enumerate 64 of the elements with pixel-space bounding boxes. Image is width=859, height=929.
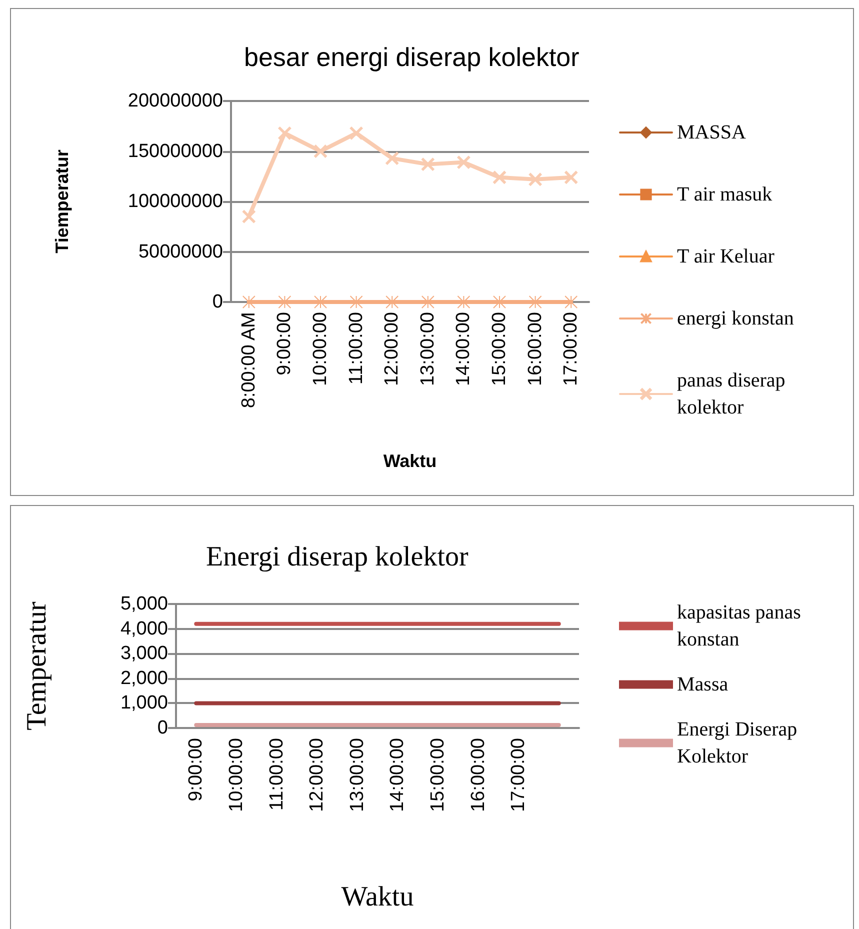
legend-label: panas diserap kolektor xyxy=(677,370,790,418)
legend-label: Massa xyxy=(677,674,728,696)
point xyxy=(457,156,470,169)
legend-label: Energi Diserap Kolektor xyxy=(677,718,802,768)
x-tick-label: 16:00:00 xyxy=(468,738,489,812)
point xyxy=(314,144,327,158)
y-tick-label: 100000000 xyxy=(128,191,223,212)
legend-label: T air Keluar xyxy=(677,246,775,268)
x-tick-label: 9:00:00 xyxy=(274,312,296,376)
y-tick-label: 0 xyxy=(212,292,223,312)
y-axis-title: Tiemperatur xyxy=(52,150,72,254)
point xyxy=(278,126,292,140)
x-tick-label: 11:00:00 xyxy=(266,738,288,811)
x-tick-label: 15:00:00 xyxy=(489,312,510,386)
y-tick-label: 150000000 xyxy=(128,140,223,162)
y-tick-label: 5,000 xyxy=(120,594,168,614)
y-tick-label: 3,000 xyxy=(120,643,168,664)
y-tick-label: 200000000 xyxy=(128,90,223,112)
y-tick-label: 2,000 xyxy=(120,668,168,689)
point xyxy=(242,210,256,224)
y-tick-label: 50000000 xyxy=(138,241,223,262)
chart-title: Energi diserap kolektor xyxy=(206,542,469,572)
x-tick-label: 8:00:00 AM xyxy=(238,312,260,408)
legend-label: T air masuk xyxy=(677,184,772,206)
point xyxy=(528,296,542,308)
point xyxy=(457,296,470,308)
point xyxy=(564,170,578,184)
point xyxy=(386,296,399,308)
legend-label: energi konstan xyxy=(677,308,794,330)
legend-label: kapasitas panas konstan xyxy=(677,602,806,650)
x-tick-label: 14:00:00 xyxy=(453,312,474,386)
x-tick-label: 17:00:00 xyxy=(508,738,530,812)
x-axis-title: Waktu xyxy=(383,451,437,471)
point xyxy=(493,170,506,184)
x-tick-label: 10:00:00 xyxy=(226,738,247,812)
y-tick-label: 1,000 xyxy=(120,692,168,714)
x-tick-label: 13:00:00 xyxy=(346,738,368,812)
point xyxy=(421,158,434,171)
y-axis-title: Temperatur xyxy=(22,601,52,730)
x-tick-label: 9:00:00 xyxy=(186,738,207,802)
x-tick-label: 10:00:00 xyxy=(310,312,331,386)
x-tick-label: 17:00:00 xyxy=(560,312,582,386)
point xyxy=(421,296,434,308)
point xyxy=(386,152,399,165)
legend-label: MASSA xyxy=(677,122,746,144)
x-tick-label: 12:00:00 xyxy=(382,312,403,386)
y-tick-label: 4,000 xyxy=(120,618,168,640)
y-tick-label: 0 xyxy=(157,718,168,738)
point xyxy=(564,296,578,308)
x-tick-label: 13:00:00 xyxy=(417,312,438,386)
x-tick-label: 14:00:00 xyxy=(387,738,408,812)
x-tick-label: 12:00:00 xyxy=(306,738,328,812)
point xyxy=(278,296,292,308)
chart-title: besar energi diserap kolektor xyxy=(244,42,580,72)
x-tick-label: 15:00:00 xyxy=(427,738,448,812)
point xyxy=(528,172,542,186)
point xyxy=(242,296,256,308)
point xyxy=(350,296,363,308)
point xyxy=(350,126,363,140)
x-tick-label: 11:00:00 xyxy=(346,312,367,385)
x-tick-label: 16:00:00 xyxy=(524,312,546,386)
x-axis-title: Waktu xyxy=(341,882,414,912)
point xyxy=(314,296,327,308)
point xyxy=(493,296,506,308)
